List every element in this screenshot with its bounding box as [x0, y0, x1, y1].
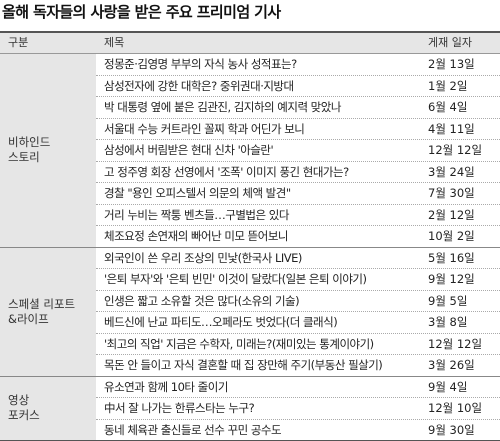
section-rows: 유소연과 함께 10타 줄이기 9월 4일 中서 잘 나가는 한류스타는 누구? 12… [96, 377, 500, 441]
table-row: 서울대 수능 커트라인 꼴찌 학과 어딘가 보니 4월 11일 [96, 119, 500, 140]
table-row: 정몽준·김영명 부부의 자식 농사 성적표는? 2월 13일 [96, 54, 500, 76]
header-headline: 제목 [104, 36, 125, 49]
article-title: 삼성에서 버림받은 현대 신차 '아슬란' [104, 143, 274, 157]
article-title: 유소연과 함께 10타 줄이기 [104, 379, 228, 394]
publish-date: 12월 10일 [428, 401, 483, 415]
publish-date: 4월 11일 [428, 121, 475, 136]
table-row: 경찰 "용인 오피스텔서 의문의 체액 발견" 7월 30일 [96, 183, 500, 205]
table-row: 베드신에 난교 파티도…오페라도 벗었다(더 클래식) 3월 8일 [96, 312, 500, 334]
section-label: 비하인드 스토리 [0, 54, 96, 247]
table-row: 동네 체육관 출신들로 선수 꾸민 공수도 9월 30일 [96, 420, 500, 441]
publish-date: 2월 12일 [428, 207, 475, 222]
publish-date: 5월 16일 [428, 250, 475, 265]
article-title: 삼성전자에 강한 대학은? 중위권대·지방대 [104, 78, 294, 93]
publish-date: 3월 24일 [428, 164, 475, 179]
article-title: 베드신에 난교 파티도…오페라도 벗었다(더 클래식) [104, 315, 338, 329]
article-title: 서울대 수능 커트라인 꼴찌 학과 어딘가 보니 [104, 121, 305, 136]
table-row: 인생은 짧고 소유할 것은 많다(소유의 기술) 9월 5일 [96, 291, 500, 312]
article-title: 고 정주영 회장 선영에서 '조폭' 이미지 풍긴 현대가는? [104, 164, 349, 179]
publish-date: 9월 5일 [428, 293, 468, 308]
article-title: 中서 잘 나가는 한류스타는 누구? [104, 401, 255, 415]
publish-date: 3월 8일 [428, 315, 468, 329]
publish-date: 9월 4일 [428, 379, 468, 394]
table-row: 박 대통령 옆에 붙은 김관진, 김지하의 예지력 맞았나 6월 4일 [96, 97, 500, 119]
section-video-focus: 영상 포커스 유소연과 함께 10타 줄이기 9월 4일 中서 잘 나가는 한류스타는… [0, 376, 500, 441]
header-date: 게재 일자 [428, 36, 472, 49]
article-title: 외국인이 쓴 우리 조상의 민낯(한국사 LIVE) [104, 250, 302, 265]
article-title: '최고의 직업' 지금은 수학자, 미래는?(재미있는 통계이야기) [104, 336, 374, 351]
publish-date: 3월 26일 [428, 358, 475, 372]
publish-date: 2월 13일 [428, 57, 475, 71]
article-title: 인생은 짧고 소유할 것은 많다(소유의 기술) [104, 293, 300, 308]
page-title: 올해 독자들의 사랑을 받은 주요 프리미엄 기사 [2, 3, 281, 21]
table-row: 삼성에서 버림받은 현대 신차 '아슬란' 12월 12일 [96, 140, 500, 162]
table-row: 체조요정 손연재의 빠어난 미모 뜯어보니 10월 2일 [96, 226, 500, 247]
table-row: 유소연과 함께 10타 줄이기 9월 4일 [96, 377, 500, 398]
table-row: '은퇴 부자'와 '은퇴 빈민' 이것이 달랐다(일본 은퇴 이야기) 9월 12… [96, 269, 500, 291]
table-row: 목돈 안 들이고 자식 결혼할 때 집 장만해 주기(부동산 필살기) 3월 26… [96, 355, 500, 376]
article-title: 동네 체육관 출신들로 선수 꾸민 공수도 [104, 422, 282, 437]
publish-date: 1월 2일 [428, 78, 468, 93]
table-row: '최고의 직업' 지금은 수학자, 미래는?(재미있는 통계이야기) 12월 12… [96, 334, 500, 355]
section-label: 영상 포커스 [0, 376, 96, 440]
article-title: 체조요정 손연재의 빠어난 미모 뜯어보니 [104, 229, 288, 243]
publish-date: 12월 12일 [428, 143, 483, 157]
table-header: 구분 제목 게재 일자 [0, 33, 500, 54]
table-row: 中서 잘 나가는 한류스타는 누구? 12월 10일 [96, 398, 500, 420]
article-title: 경찰 "용인 오피스텔서 의문의 체액 발견" [104, 186, 291, 200]
publish-date: 7월 30일 [428, 186, 475, 200]
section-label: 스페셜 리포트 &라이프 [0, 247, 96, 376]
article-title: 정몽준·김영명 부부의 자식 농사 성적표는? [104, 57, 297, 71]
table-row: 삼성전자에 강한 대학은? 중위권대·지방대 1월 2일 [96, 76, 500, 97]
table-row: 외국인이 쓴 우리 조상의 민낯(한국사 LIVE) 5월 16일 [96, 248, 500, 269]
publish-date: 6월 4일 [428, 100, 468, 114]
section-special-report-life: 스페셜 리포트 &라이프 외국인이 쓴 우리 조상의 민낯(한국사 LIVE) 5월… [0, 247, 500, 377]
publish-date: 10월 2일 [428, 229, 475, 243]
publish-date: 12월 12일 [428, 336, 483, 351]
table-row: 고 정주영 회장 선영에서 '조폭' 이미지 풍긴 현대가는? 3월 24일 [96, 162, 500, 183]
table-row: 거리 누비는 짝퉁 벤츠들…구별법은 있다 2월 12일 [96, 205, 500, 226]
publish-date: 9월 30일 [428, 422, 475, 437]
section-rows: 외국인이 쓴 우리 조상의 민낯(한국사 LIVE) 5월 16일 '은퇴 부자'와… [96, 248, 500, 376]
article-title: '은퇴 부자'와 '은퇴 빈민' 이것이 달랐다(일본 은퇴 이야기) [104, 272, 367, 286]
article-title: 박 대통령 옆에 붙은 김관진, 김지하의 예지력 맞았나 [104, 100, 341, 114]
article-title: 거리 누비는 짝퉁 벤츠들…구별법은 있다 [104, 207, 289, 222]
articles-table: 구분 제목 게재 일자 비하인드 스토리 정몽준·김영명 부부의 자식 농사 성적… [0, 31, 500, 441]
publish-date: 9월 12일 [428, 272, 475, 286]
article-title: 목돈 안 들이고 자식 결혼할 때 집 장만해 주기(부동산 필살기) [104, 358, 383, 372]
header-category: 구분 [8, 36, 29, 49]
